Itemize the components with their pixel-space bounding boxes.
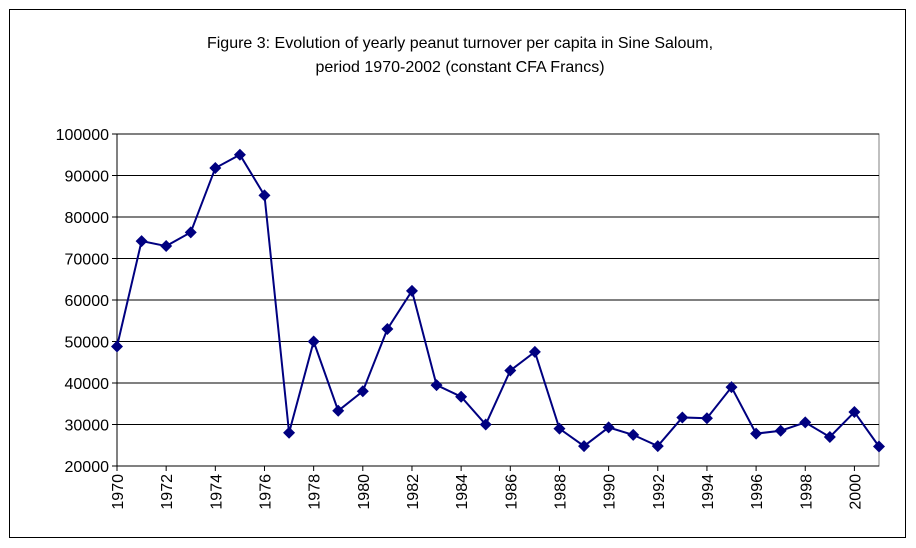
x-tick-label: 1994 (700, 474, 717, 510)
marker (135, 235, 148, 248)
marker (528, 345, 541, 358)
marker (307, 335, 320, 348)
marker (578, 440, 591, 453)
y-tick-label: 50000 (65, 335, 110, 352)
x-tick-label: 1976 (257, 474, 274, 510)
marker (283, 426, 296, 439)
x-tick-label: 1986 (503, 474, 520, 510)
marker (332, 404, 345, 417)
marker (774, 424, 787, 437)
marker (848, 406, 861, 419)
y-tick-label: 100000 (56, 127, 109, 144)
marker (479, 418, 492, 431)
x-tick-label: 1972 (159, 474, 176, 510)
x-tick-label: 2000 (847, 474, 864, 510)
marker (553, 422, 566, 435)
marker (430, 379, 443, 392)
marker (233, 148, 246, 161)
marker (258, 189, 271, 202)
marker (873, 440, 885, 453)
x-tick-label: 1996 (749, 474, 766, 510)
x-tick-label: 1990 (602, 474, 619, 510)
y-tick-label: 90000 (65, 169, 110, 186)
x-tick-label: 1988 (552, 474, 569, 510)
y-tick-label: 30000 (65, 418, 110, 435)
marker (356, 385, 369, 398)
y-tick-label: 70000 (65, 252, 110, 269)
marker (676, 411, 689, 424)
marker (700, 412, 713, 425)
marker (627, 428, 640, 441)
marker (184, 226, 197, 239)
marker (602, 421, 615, 434)
y-tick-label: 60000 (65, 293, 110, 310)
marker (455, 390, 468, 403)
y-tick-label: 20000 (65, 459, 110, 476)
chart-title: Figure 3: Evolution of yearly peanut tur… (207, 35, 713, 52)
x-tick-label: 1978 (307, 474, 324, 510)
y-tick-label: 40000 (65, 376, 110, 393)
x-tick-label: 1974 (208, 474, 225, 510)
marker (750, 427, 763, 440)
x-tick-label: 1984 (454, 474, 471, 510)
marker (823, 430, 836, 443)
marker (504, 364, 517, 377)
marker (651, 440, 664, 453)
marker (209, 162, 222, 175)
marker (111, 340, 123, 353)
x-tick-label: 1992 (651, 474, 668, 510)
x-tick-label: 1980 (356, 474, 373, 510)
y-tick-label: 80000 (65, 210, 110, 227)
marker (725, 381, 738, 394)
marker (799, 416, 812, 429)
marker (381, 323, 394, 336)
x-tick-label: 1998 (798, 474, 815, 510)
line (116, 153, 880, 448)
chart-title: period 1970-2002 (constant CFA Francs) (315, 59, 604, 76)
marker (160, 240, 173, 253)
x-tick-label: 1970 (110, 474, 127, 510)
marker (405, 284, 418, 297)
x-tick-label: 1982 (405, 474, 422, 510)
